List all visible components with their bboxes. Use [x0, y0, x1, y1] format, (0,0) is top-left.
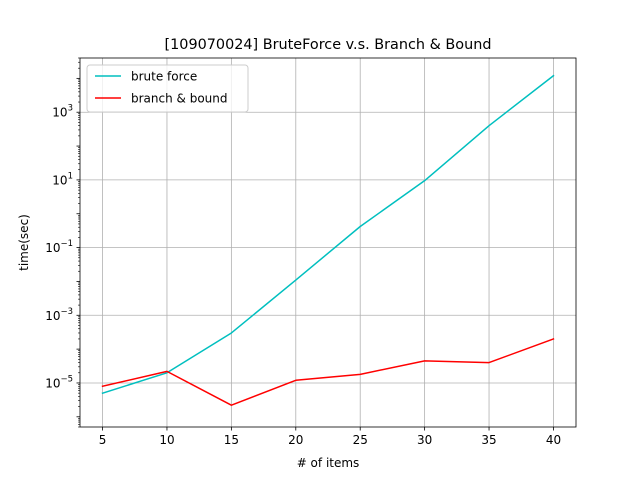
plot-frame — [79, 57, 577, 428]
legend-box — [86, 64, 249, 113]
x-tick-label: 25 — [353, 433, 368, 447]
x-tick-label: 40 — [546, 433, 561, 447]
y-tick-label-base: 10 — [52, 106, 67, 120]
y-tick-label-base: 10 — [45, 241, 60, 255]
chart-title: [109070024] BruteForce v.s. Branch & Bou… — [165, 37, 492, 53]
x-tick-label: 20 — [288, 433, 303, 447]
x-tick-label: 15 — [224, 433, 239, 447]
legend-label: branch & bound — [131, 92, 228, 106]
legend: brute force branch & bound — [86, 64, 249, 113]
series-lines — [101, 74, 555, 406]
y-tick-label: 10−3 — [45, 307, 73, 323]
x-tick-label: 10 — [159, 433, 174, 447]
x-tick-label: 5 — [99, 433, 107, 447]
x-tick-label: 30 — [417, 433, 432, 447]
y-tick-label-base: 10 — [52, 173, 67, 187]
y-axis-label: time(sec) — [17, 214, 31, 271]
y-tick-label: 10−5 — [45, 374, 73, 390]
y-tick-label-exponent: −3 — [60, 307, 73, 317]
y-tick-label: 101 — [52, 171, 73, 187]
x-axis-label: # of items — [297, 456, 360, 470]
series-line-branch-and-bound — [101, 337, 555, 406]
y-tick-label: 10−1 — [45, 239, 73, 255]
grid — [80, 58, 576, 427]
y-tick-label-base: 10 — [45, 376, 60, 390]
y-tick-label-exponent: 3 — [68, 104, 73, 114]
y-tick-label-exponent: −1 — [60, 239, 73, 249]
y-tick-label: 103 — [52, 104, 73, 120]
y-tick-label-exponent: 1 — [68, 171, 73, 181]
series-line-brute-force — [101, 74, 555, 395]
y-tick-label-base: 10 — [45, 309, 60, 323]
x-tick-label: 35 — [481, 433, 496, 447]
legend-label: brute force — [131, 70, 197, 84]
y-tick-label-exponent: −5 — [60, 374, 73, 384]
